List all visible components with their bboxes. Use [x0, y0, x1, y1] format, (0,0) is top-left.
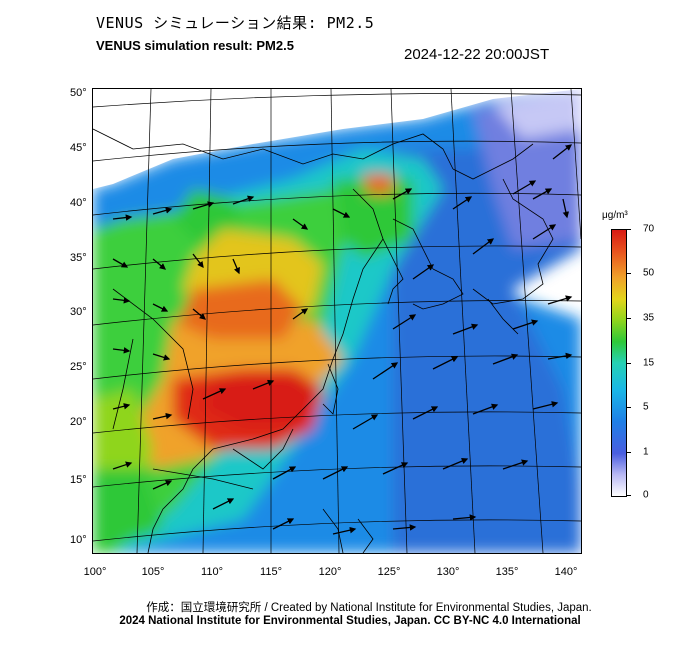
lon-label-140: 140°: [554, 566, 578, 578]
lon-label-125: 125°: [377, 566, 401, 578]
lon-label-105: 105°: [141, 566, 165, 578]
lon-label-130: 130°: [436, 566, 460, 578]
no-data-region: [93, 89, 581, 189]
pm25-map: [92, 88, 582, 554]
lat-label-20: 20°: [70, 416, 87, 428]
title-en: VENUS simulation result: PM2.5: [96, 38, 294, 53]
colorbar-tick-15: 15: [643, 357, 655, 369]
colorbar-tick-50: 50: [643, 267, 655, 279]
colorbar-tick-mark: [626, 452, 631, 453]
license-line: 2024 National Institute for Environmenta…: [119, 615, 581, 627]
lat-label-25: 25°: [70, 361, 87, 373]
colorbar-tick-5: 5: [643, 401, 649, 413]
lon-label-115: 115°: [260, 566, 282, 578]
colorbar-tick-mark: [626, 273, 631, 274]
colorbar-tick-mark: [626, 318, 631, 319]
lon-label-135: 135°: [495, 566, 519, 578]
lat-label-45: 45°: [70, 142, 87, 154]
colorbar-tick-mark: [626, 407, 631, 408]
credit-line: 作成：国立環境研究所 / Created by National Institu…: [146, 602, 592, 614]
colorbar-tick-mark: [626, 229, 631, 230]
lon-label-100: 100°: [83, 566, 107, 578]
lat-label-50: 50°: [70, 87, 87, 99]
lat-label-35: 35°: [70, 252, 87, 264]
lon-label-120: 120°: [318, 566, 342, 578]
colorbar-tick-mark: [626, 495, 631, 496]
colorbar-unit: μg/m³: [602, 210, 628, 221]
colorbar-tick-35: 35: [643, 312, 655, 324]
timestamp: 2024-12-22 20:00JST: [404, 46, 550, 63]
title-jp: VENUS シミュレーション結果: PM2.5: [96, 14, 375, 32]
lat-label-10: 10°: [70, 534, 87, 546]
colorbar-tick-1: 1: [643, 446, 649, 458]
colorbar-tick-mark: [626, 363, 631, 364]
colorbar: [611, 229, 627, 497]
lat-label-15: 15°: [70, 474, 87, 486]
lat-label-30: 30°: [70, 306, 87, 318]
lat-label-40: 40°: [70, 197, 87, 209]
colorbar-tick-0: 0: [643, 489, 649, 501]
colorbar-tick-70: 70: [643, 223, 655, 235]
wind-vectors: [112, 144, 573, 535]
lon-label-110: 110°: [201, 566, 223, 578]
